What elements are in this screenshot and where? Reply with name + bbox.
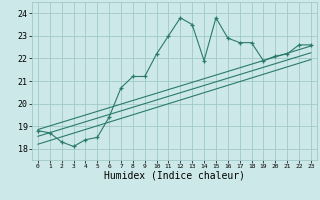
X-axis label: Humidex (Indice chaleur): Humidex (Indice chaleur): [104, 171, 245, 181]
